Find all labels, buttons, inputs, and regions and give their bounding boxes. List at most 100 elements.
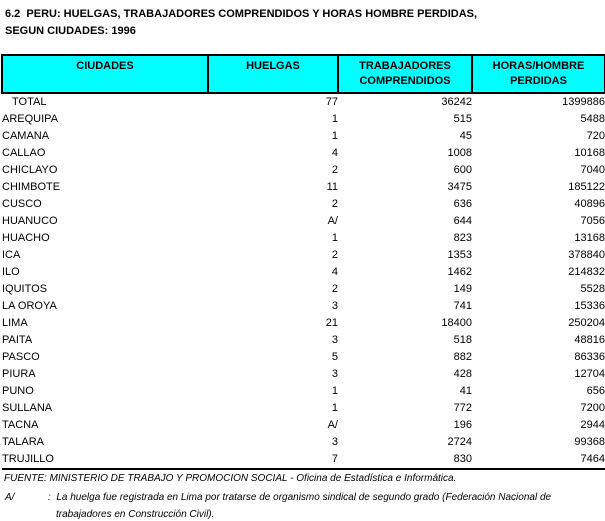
cell-trabajadores: 882 [453, 351, 472, 363]
table-row: CALLAO 4 1008 10168 [2, 145, 605, 162]
cell-huelgas: 3 [331, 334, 338, 346]
cell-horas: 7464 [472, 451, 605, 470]
cell-trabajadores: 18400 [441, 317, 472, 329]
cell-city: CHICLAYO [2, 164, 58, 176]
cell-horas: 378840 [568, 249, 605, 261]
cell-huelgas: 1 [331, 232, 338, 244]
column-header-ciudades: CIUDADES [1, 54, 209, 94]
cell-horas: 99368 [574, 436, 605, 448]
cell-horas: 15336 [574, 300, 605, 312]
cell-horas: 48816 [574, 334, 605, 346]
cell-huelgas: A/ [327, 419, 338, 431]
cell-trabajadores: 518 [453, 334, 472, 346]
table-row: HUANUCO A/ 644 7056 [2, 213, 605, 230]
cell-city: AREQUIPA [2, 113, 59, 125]
cell-trabajadores: 36242 [441, 96, 472, 108]
cell-huelgas: 1 [331, 130, 338, 142]
cell-huelgas: 3 [331, 300, 338, 312]
table-row: TALARA 3 2724 99368 [2, 434, 605, 451]
cell-city: LA OROYA [2, 300, 57, 312]
cell-horas: 12704 [574, 368, 605, 380]
cell-trabajadores: 515 [453, 113, 472, 125]
footnote: A/ : La huelga fue registrada en Lima po… [5, 489, 602, 521]
cell-trabajadores: 644 [453, 215, 472, 227]
cell-horas: 7040 [580, 164, 605, 176]
table-row: PIURA 3 428 12704 [2, 366, 605, 383]
cell-trabajadores: 196 [453, 419, 472, 431]
cell-horas: 10168 [574, 147, 605, 159]
cell-trabajadores: 772 [453, 402, 472, 414]
cell-trabajadores: 636 [453, 198, 472, 210]
table-row: CAMANA 1 45 720 [2, 128, 605, 145]
cell-trabajadores: 428 [453, 368, 472, 380]
cell-city: PASCO [2, 351, 40, 363]
cell-huelgas: 4 [331, 147, 338, 159]
cell-horas: 40896 [574, 198, 605, 210]
cell-city: TALARA [2, 436, 44, 448]
cell-huelgas: 2 [331, 164, 338, 176]
cell-trabajadores: 1353 [447, 249, 472, 261]
cell-trabajadores: 741 [453, 300, 472, 312]
table-row: TOTAL 77 36242 1399886 [2, 93, 605, 111]
table-header-row: CIUDADES HUELGAS TRABAJADORES COMPRENDID… [1, 54, 605, 94]
cell-trabajadores: 600 [453, 164, 472, 176]
cell-huelgas: 5 [331, 351, 338, 363]
cell-horas: 5528 [580, 283, 605, 295]
cell-huelgas: 2 [331, 198, 338, 210]
column-header-trabajadores: TRABAJADORES COMPRENDIDOS [337, 54, 473, 94]
footnote-line2: trabajadores en Construcción Civil). [56, 509, 215, 520]
cell-city: PIURA [2, 368, 36, 380]
cell-city: HUACHO [2, 232, 50, 244]
table-row: LIMA 21 18400 250204 [2, 315, 605, 332]
cell-city: CUSCO [2, 198, 42, 210]
table-row: PASCO 5 882 86336 [2, 349, 605, 366]
footnote-line1: : La huelga fue registrada en Lima por t… [48, 492, 552, 503]
cell-huelgas: A/ [327, 215, 338, 227]
cell-city: TACNA [2, 419, 39, 431]
table-row: AREQUIPA 1 515 5488 [2, 111, 605, 128]
footnote-marker: A/ [5, 492, 15, 503]
cell-city: TRUJILLO [2, 451, 208, 470]
cell-huelgas: 2 [331, 283, 338, 295]
cell-horas: 720 [586, 130, 605, 142]
cell-city: SULLANA [2, 402, 53, 414]
cell-horas: 7200 [580, 402, 605, 414]
page-title: 6.2 PERU: HUELGAS, TRABAJADORES COMPREND… [0, 0, 605, 40]
cell-city: LIMA [2, 317, 28, 329]
cell-huelgas: 1 [331, 113, 338, 125]
cell-city: PAITA [2, 334, 33, 346]
cell-city: HUANUCO [2, 215, 58, 227]
cell-horas: 5488 [580, 113, 605, 125]
cell-horas: 214832 [568, 266, 605, 278]
footnote-text: : La huelga fue registrada en Lima por t… [48, 489, 551, 521]
cell-city: CAMANA [2, 130, 50, 142]
cell-huelgas: 11 [326, 181, 338, 193]
cell-horas: 7056 [580, 215, 605, 227]
table-row: ILO 4 1462 214832 [2, 264, 605, 281]
cell-huelgas: 1 [331, 385, 338, 397]
cell-horas: 1399886 [562, 96, 605, 108]
cell-huelgas: 21 [325, 317, 338, 329]
cell-city: PUNO [2, 385, 34, 397]
cell-trabajadores: 45 [459, 130, 472, 142]
cell-huelgas: 2 [331, 249, 338, 261]
cell-huelgas: 4 [331, 266, 338, 278]
table-row: TRUJILLO 7 830 7464 [2, 451, 605, 470]
cell-city: IQUITOS [2, 283, 48, 295]
cell-horas: 185122 [568, 181, 605, 193]
cell-huelgas: 7 [208, 451, 338, 470]
table-row: PUNO 1 41 656 [2, 383, 605, 400]
table-row: IQUITOS 2 149 5528 [2, 281, 605, 298]
cell-trabajadores: 823 [453, 232, 472, 244]
table-row: SULLANA 1 772 7200 [2, 400, 605, 417]
cell-trabajadores: 3475 [447, 181, 472, 193]
table-row: ICA 2 1353 378840 [2, 247, 605, 264]
table-row: LA OROYA 3 741 15336 [2, 298, 605, 315]
cell-horas: 250204 [568, 317, 605, 329]
table-row: TACNA A/ 196 2944 [2, 417, 605, 434]
table-row: CHIMBOTE 11 3475 185122 [2, 179, 605, 196]
cell-trabajadores: 830 [338, 451, 472, 470]
cell-huelgas: 77 [325, 96, 338, 108]
cell-horas: 13168 [574, 232, 605, 244]
